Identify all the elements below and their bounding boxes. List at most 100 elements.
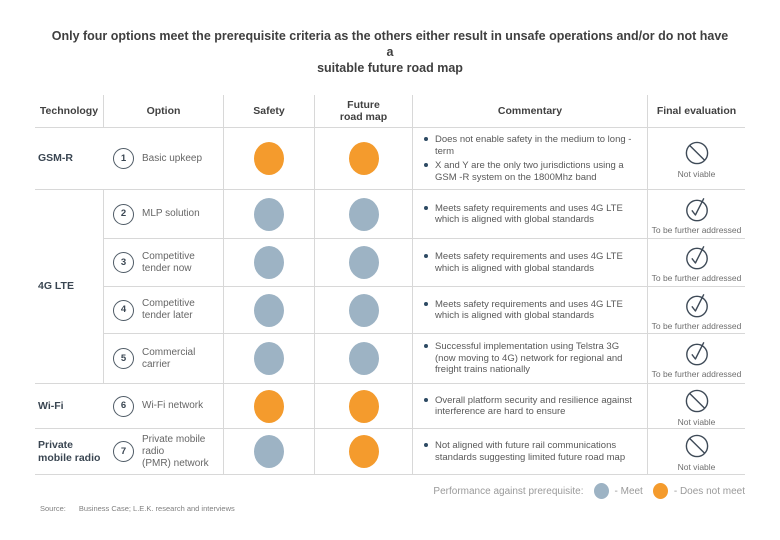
meet-dot: [348, 342, 379, 375]
option-label: Wi-Fi network: [142, 400, 204, 411]
option-number-badge: 7: [113, 441, 134, 462]
header-technology: Technology: [35, 95, 104, 128]
does-not-meet-dot: [652, 483, 668, 499]
option-number-badge: 4: [113, 299, 134, 321]
meet-dot: [593, 483, 609, 499]
technology-label: Private mobile radio: [35, 429, 104, 475]
final-evaluation-cell: To be further addressed: [648, 333, 745, 384]
bullet-icon: [424, 205, 428, 210]
bullet-icon: [424, 137, 428, 141]
legend-meet-label: - Meet: [614, 485, 643, 497]
commentary-bullet: Meets safety requirements and uses 4G LT…: [424, 203, 643, 226]
option-cell: 5 Commercial carrier: [104, 333, 224, 384]
meet-dot: [348, 197, 379, 231]
does-not-meet-dot: [254, 142, 284, 175]
check-icon: [682, 290, 712, 320]
safety-cell: [224, 429, 315, 475]
legend-title: Performance against prerequisite:: [433, 485, 584, 497]
safety-cell: [224, 286, 315, 333]
option-cell: 1 Basic upkeep: [104, 128, 224, 190]
not-viable-icon: [682, 386, 712, 416]
legend-does-not-meet-label: - Does not meet: [673, 485, 745, 497]
final-evaluation-label: To be further addressed: [651, 320, 742, 331]
does-not-meet-dot: [254, 389, 284, 423]
page-title: Only four options meet the prerequisite …: [51, 29, 729, 75]
final-evaluation-cell: Not viable: [648, 429, 745, 475]
meet-dot: [348, 246, 379, 279]
not-viable-icon: [682, 431, 712, 461]
safety-cell: [224, 190, 315, 238]
bullet-icon: [424, 254, 428, 258]
header-final-evaluation: Final evaluation: [648, 95, 745, 128]
option-cell: 2 MLP solution: [104, 190, 224, 238]
meet-dot: [348, 293, 379, 327]
header-future-road-map: Future road map: [315, 95, 413, 128]
commentary-cell: Meets safety requirements and uses 4G LT…: [413, 238, 648, 286]
commentary-bullet: Meets safety requirements and uses 4G LT…: [424, 299, 643, 322]
header-safety: Safety: [224, 95, 315, 128]
commentary-cell: Successful implementation using Telstra …: [413, 333, 648, 384]
bullet-icon: [424, 443, 428, 447]
option-label: Private mobile radio (PMR) network: [142, 433, 209, 469]
source-text: Business Case; L.E.K. research and inter…: [78, 504, 235, 513]
option-label: Competitive tender now: [142, 250, 195, 274]
does-not-meet-dot: [348, 142, 379, 175]
legend: Performance against prerequisite: - Meet…: [433, 483, 745, 499]
header-option: Option: [104, 95, 224, 128]
future-road-map-cell: [315, 190, 413, 238]
option-cell: 4 Competitive tender later: [104, 286, 224, 333]
final-evaluation-label: Not viable: [677, 462, 716, 472]
commentary-bullet: Does not enable safety in the medium to …: [424, 134, 643, 157]
option-number-badge: 6: [113, 395, 134, 417]
final-evaluation-cell: To be further addressed: [648, 286, 745, 333]
final-evaluation-cell: To be further addressed: [648, 190, 745, 238]
option-cell: 7 Private mobile radio (PMR) network: [104, 429, 224, 475]
final-evaluation-cell: To be further addressed: [648, 238, 745, 286]
commentary-cell: Does not enable safety in the medium to …: [413, 128, 648, 190]
future-road-map-cell: [315, 429, 413, 475]
source-label: Source:: [40, 504, 66, 513]
option-label: Basic upkeep: [142, 152, 203, 164]
evaluation-table: Technology Option Safety Future road map…: [35, 95, 745, 475]
commentary-bullet: Meets safety requirements and uses 4G LT…: [424, 251, 643, 274]
final-evaluation-label: To be further addressed: [651, 369, 742, 379]
bullet-icon: [424, 301, 428, 306]
commentary-bullet: Overall platform security and resilience…: [424, 395, 643, 418]
option-number-badge: 3: [113, 252, 134, 273]
check-icon: [682, 242, 712, 272]
source-note: Source: Business Case; L.E.K. research an…: [40, 504, 235, 513]
option-cell: 3 Competitive tender now: [104, 238, 224, 286]
commentary-bullet: Successful implementation using Telstra …: [424, 341, 643, 376]
check-icon: [682, 338, 712, 368]
final-evaluation-cell: Not viable: [648, 128, 745, 190]
technology-label: 4G LTE: [35, 190, 104, 384]
commentary-cell: Overall platform security and resilience…: [413, 384, 648, 429]
safety-cell: [224, 128, 315, 190]
not-viable-icon: [682, 138, 712, 168]
meet-dot: [254, 197, 284, 231]
option-number-badge: 2: [113, 203, 134, 225]
future-road-map-cell: [315, 286, 413, 333]
meet-dot: [254, 293, 284, 327]
meet-dot: [254, 246, 284, 279]
technology-label: Wi-Fi: [35, 384, 104, 429]
option-cell: 6 Wi-Fi network: [104, 384, 224, 429]
final-evaluation-label: Not viable: [677, 169, 716, 179]
safety-cell: [224, 333, 315, 384]
bullet-icon: [424, 344, 428, 349]
future-road-map-cell: [315, 333, 413, 384]
commentary-bullet: X and Y are the only two jurisdictions u…: [424, 160, 643, 183]
check-icon: [682, 194, 712, 224]
bullet-icon: [424, 163, 428, 167]
safety-cell: [224, 238, 315, 286]
option-label: MLP solution: [142, 208, 200, 219]
option-label: Commercial carrier: [142, 346, 196, 370]
final-evaluation-label: To be further addressed: [651, 273, 742, 283]
option-number-badge: 5: [113, 348, 134, 369]
commentary-cell: Not aligned with future rail communicati…: [413, 429, 648, 475]
future-road-map-cell: [315, 384, 413, 429]
commentary-cell: Meets safety requirements and uses 4G LT…: [413, 286, 648, 333]
final-evaluation-label: To be further addressed: [651, 224, 742, 235]
future-road-map-cell: [315, 128, 413, 190]
option-label: Competitive tender later: [142, 298, 195, 321]
